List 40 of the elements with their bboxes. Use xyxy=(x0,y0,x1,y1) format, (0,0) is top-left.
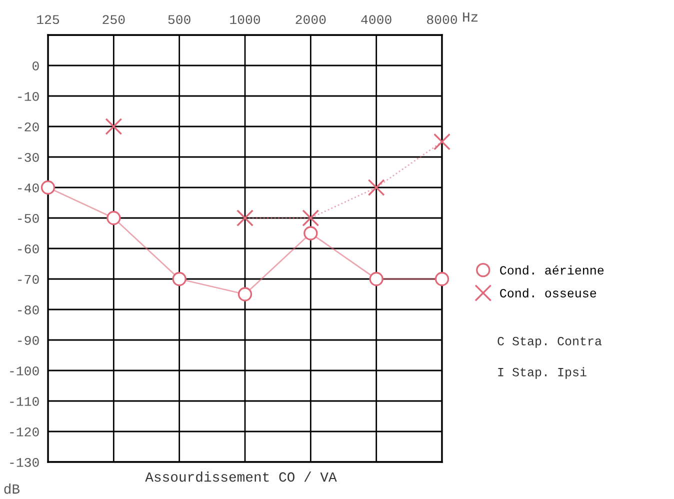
legend-label: Cond. aérienne xyxy=(500,265,604,275)
y-tick-label: -40 xyxy=(18,183,39,192)
y-tick-label: -80 xyxy=(18,305,39,314)
y-tick-label: -90 xyxy=(18,336,39,345)
y-tick-label: -130 xyxy=(10,458,39,467)
point xyxy=(40,180,56,195)
y-tick-label: -110 xyxy=(10,396,39,406)
point xyxy=(434,133,450,150)
y-tick-label: -100 xyxy=(10,366,39,376)
point xyxy=(434,272,450,286)
point xyxy=(368,179,385,196)
y-tick-label: -120 xyxy=(10,427,39,436)
point xyxy=(106,210,121,226)
x-axis-title: Hz xyxy=(463,12,478,22)
y-tick-label: -20 xyxy=(18,122,39,132)
x-tick-label: 500 xyxy=(168,15,190,24)
point xyxy=(236,210,254,226)
y-tick-label: -70 xyxy=(18,274,39,284)
y-tick-label: -50 xyxy=(18,214,39,223)
point xyxy=(238,287,252,302)
x-tick-label: 8000 xyxy=(427,15,458,24)
point xyxy=(304,226,318,240)
x-tick-label: 2000 xyxy=(296,15,326,24)
point xyxy=(369,272,384,286)
point xyxy=(302,210,320,226)
x-tick-label: 125 xyxy=(37,15,60,24)
y-tick-label: -60 xyxy=(18,244,39,254)
point xyxy=(105,118,122,135)
text: I Stap. Ipsi xyxy=(498,367,586,379)
y-tick-label: 0 xyxy=(32,61,39,70)
y-tick-label: -10 xyxy=(18,92,39,101)
y-axis-title: dB xyxy=(4,484,20,494)
x-tick-label: 250 xyxy=(102,15,125,24)
x-tick-label: 4000 xyxy=(361,15,392,24)
text: C Stap. Contra xyxy=(498,336,602,348)
point xyxy=(172,272,186,286)
legend-label: Cond. osseuse xyxy=(500,288,596,298)
text: Assourdissement CO / VA xyxy=(145,472,337,482)
y-tick-label: -30 xyxy=(18,152,39,162)
x-tick-label: 1000 xyxy=(230,15,260,24)
